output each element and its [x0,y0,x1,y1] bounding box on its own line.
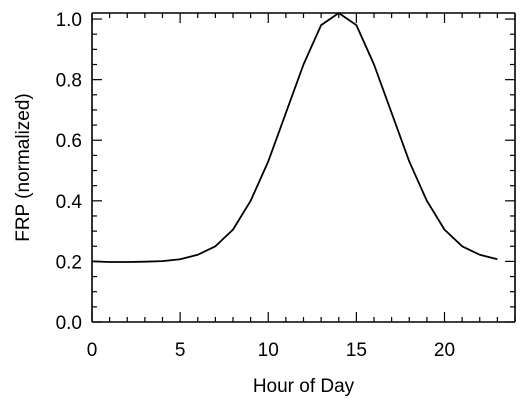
y-tick-label: 0.0 [56,313,82,334]
x-tick-label: 20 [434,340,455,361]
series-line [91,12,498,263]
x-tick-label: 5 [175,340,186,361]
plot-area [91,12,516,323]
y-tick-label: 0.4 [56,192,83,213]
y-axis-title: FRP (normalized) [13,93,34,242]
y-tick-label: 1.0 [56,10,82,31]
y-tick-label: 0.8 [56,71,82,92]
x-tick-label: 0 [87,340,98,361]
y-tick-label: 0.2 [56,252,82,273]
y-tick-label: 0.6 [56,131,82,152]
x-tick-label: 10 [258,340,279,361]
x-tick-label: 15 [346,340,367,361]
ticks [91,13,516,323]
x-axis-title: Hour of Day [253,376,355,397]
tick-labels: 0 5 10 15 20 0.0 0.2 0.4 0.6 0.8 1.0 [56,10,455,361]
